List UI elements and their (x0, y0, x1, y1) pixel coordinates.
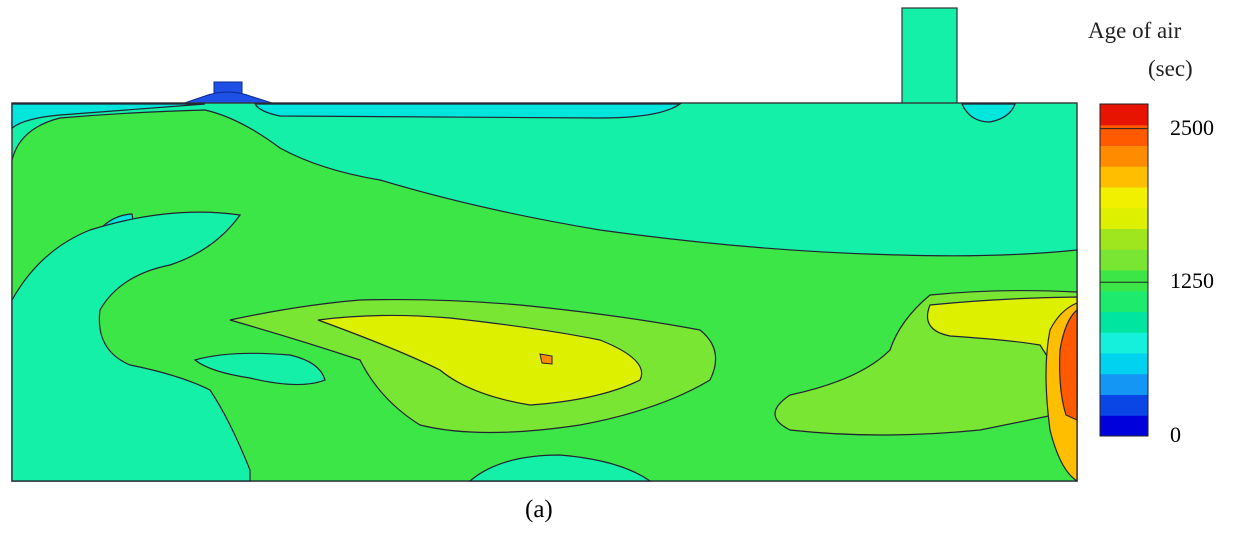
colorbar-swatch (1100, 332, 1148, 354)
colorbar-swatch (1100, 207, 1148, 229)
colorbar-swatch (1100, 290, 1148, 312)
contour-ceiling-right (961, 103, 1016, 123)
contour-ceiling-mid (253, 103, 682, 119)
contour-ceiling-left (11, 103, 206, 130)
colorbar-swatch (1100, 166, 1148, 188)
colorbar-swatch (1100, 353, 1148, 375)
contour-hot-spot (539, 353, 553, 365)
colorbar-tick-label: 2500 (1170, 114, 1214, 140)
outlet-duct (901, 7, 958, 109)
contour-hot-core (317, 314, 643, 406)
contour-lower-mid-pocket (468, 454, 652, 482)
contour-right-wall-core (1059, 308, 1078, 421)
colorbar-swatch (1100, 270, 1148, 292)
colorbar (1099, 103, 1149, 437)
colorbar-swatch (1100, 145, 1148, 167)
contour-main-plume (11, 109, 1078, 482)
colorbar-swatch (1100, 249, 1148, 271)
colorbar-tick-label: 1250 (1170, 268, 1214, 294)
colorbar-swatch (1100, 124, 1148, 146)
colorbar-swatch (1100, 394, 1148, 416)
colorbar-title-line1: Age of air (1088, 18, 1182, 43)
contour-left-lower-pocket (11, 211, 251, 482)
colorbar-swatch (1100, 311, 1148, 333)
colorbar-swatch (1100, 104, 1148, 126)
figure-caption: (a) (525, 496, 553, 523)
contour-lower-loop-pocket (193, 352, 326, 386)
colorbar-title-line2: (sec) (1148, 56, 1193, 81)
colorbar-tick-label: 0 (1170, 422, 1181, 447)
colorbar-swatch (1100, 187, 1148, 209)
colorbar-swatch (1100, 228, 1148, 250)
colorbar-swatch (1100, 373, 1148, 395)
colorbar-swatch (1100, 415, 1148, 437)
